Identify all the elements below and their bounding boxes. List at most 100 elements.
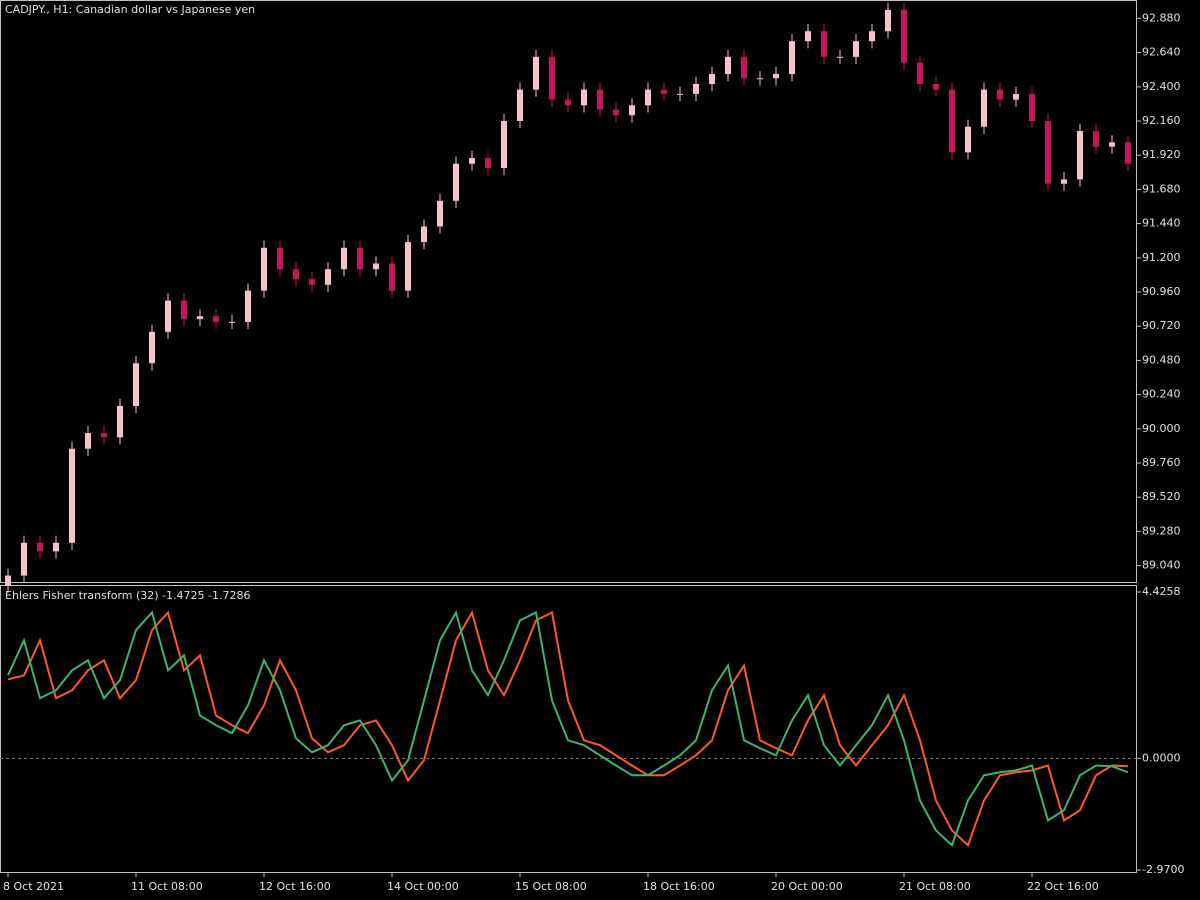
y-tick-label: 90.240	[1142, 388, 1181, 401]
candle-body	[517, 89, 523, 121]
candle-body	[373, 263, 379, 270]
candle-body	[613, 109, 619, 116]
candle-body	[645, 89, 651, 106]
candle-body	[917, 62, 923, 84]
candle-body	[213, 316, 219, 322]
candle-body	[629, 105, 635, 116]
candle-body	[1013, 93, 1019, 100]
candle-body	[805, 31, 811, 42]
candle-body	[757, 78, 763, 80]
y-tick-label: 89.280	[1142, 524, 1181, 537]
candle-body	[869, 31, 875, 42]
y-tick-label: 90.480	[1142, 353, 1181, 366]
candle-body	[277, 247, 283, 270]
candle-body	[901, 9, 907, 63]
candle-body	[789, 41, 795, 74]
y-tick-label: 92.160	[1142, 114, 1181, 127]
candle-body	[309, 279, 315, 285]
candle-body	[229, 321, 235, 323]
candle-body	[725, 56, 731, 74]
candle-body	[773, 73, 779, 79]
candle-body	[709, 73, 715, 84]
y-tick-label: 89.520	[1142, 490, 1181, 503]
candle-body	[469, 158, 475, 164]
y-tick-label: 91.680	[1142, 182, 1181, 195]
main-frame	[0, 0, 1137, 583]
candle-body	[69, 448, 75, 543]
chart-title: CADJPY., H1: Canadian dollar vs Japanese…	[5, 3, 255, 16]
candle-body	[741, 56, 747, 79]
candle-body	[53, 542, 59, 552]
y-tick-label: 4.4258	[1142, 585, 1181, 598]
candle-body	[661, 89, 667, 94]
candle-body	[1125, 142, 1131, 164]
x-tick-label: 20 Oct 00:00	[771, 880, 843, 893]
candle-body	[341, 247, 347, 270]
indicator-frame	[0, 585, 1137, 873]
x-tick-label: 22 Oct 16:00	[1027, 880, 1099, 893]
x-tick-label: 15 Oct 08:00	[515, 880, 587, 893]
y-tick-label: 91.440	[1142, 217, 1181, 230]
x-tick-label: 11 Oct 08:00	[131, 880, 203, 893]
candle-body	[565, 99, 571, 106]
candle-body	[357, 247, 363, 270]
candle-body	[981, 89, 987, 127]
y-tick-label: 91.200	[1142, 251, 1181, 264]
y-tick-label: 90.000	[1142, 422, 1181, 435]
candle-body	[885, 9, 891, 32]
candle-body	[149, 331, 155, 364]
candle-body	[101, 433, 107, 438]
candle-body	[485, 158, 491, 169]
candle-body	[837, 56, 843, 58]
x-tick-label: 12 Oct 16:00	[259, 880, 331, 893]
candle-body	[37, 542, 43, 552]
candle-body	[85, 433, 91, 449]
candle-body	[693, 83, 699, 94]
candle-body	[853, 41, 859, 57]
y-tick-label: 90.960	[1142, 285, 1181, 298]
candle-body	[117, 406, 123, 438]
x-tick-label: 21 Oct 08:00	[899, 880, 971, 893]
candle-body	[245, 290, 251, 322]
y-tick-label: 92.640	[1142, 46, 1181, 59]
candle-body	[437, 200, 443, 227]
y-tick-label: 92.880	[1142, 11, 1181, 24]
x-tick-label: 8 Oct 2021	[3, 880, 64, 893]
y-tick-label: 0.0000	[1142, 751, 1181, 764]
candle-body	[1029, 93, 1035, 121]
candle-body	[293, 269, 299, 280]
y-tick-label: 92.400	[1142, 80, 1181, 93]
y-tick-label: 89.760	[1142, 456, 1181, 469]
candle-body	[1061, 179, 1067, 184]
candle-body	[501, 120, 507, 169]
candle-body	[405, 242, 411, 291]
candle-body	[1077, 130, 1083, 180]
candle-body	[997, 89, 1003, 100]
candle-body	[21, 542, 27, 576]
candle-body	[1045, 120, 1051, 184]
candle-body	[389, 263, 395, 291]
y-tick-label: 90.720	[1142, 319, 1181, 332]
candle-body	[181, 300, 187, 320]
y-tick-label: 89.040	[1142, 559, 1181, 572]
x-tick-label: 18 Oct 16:00	[643, 880, 715, 893]
x-tick-label: 14 Oct 00:00	[387, 880, 459, 893]
candle-body	[1093, 130, 1099, 147]
indicator-title: Ehlers Fisher transform (32) -1.4725 -1.…	[5, 589, 250, 602]
candle-body	[677, 93, 683, 95]
y-tick-label: -2.9700	[1142, 863, 1184, 876]
candle-body	[933, 83, 939, 90]
candle-body	[453, 163, 459, 201]
y-tick-label: 91.920	[1142, 148, 1181, 161]
candle-body	[133, 363, 139, 407]
candle-body	[581, 89, 587, 106]
candle-body	[261, 247, 267, 291]
indicator-line	[7, 609, 1129, 847]
candle-body	[549, 56, 555, 100]
candle-body	[5, 575, 11, 586]
candle-body	[949, 89, 955, 153]
candle-body	[533, 56, 539, 90]
candle-body	[965, 126, 971, 153]
